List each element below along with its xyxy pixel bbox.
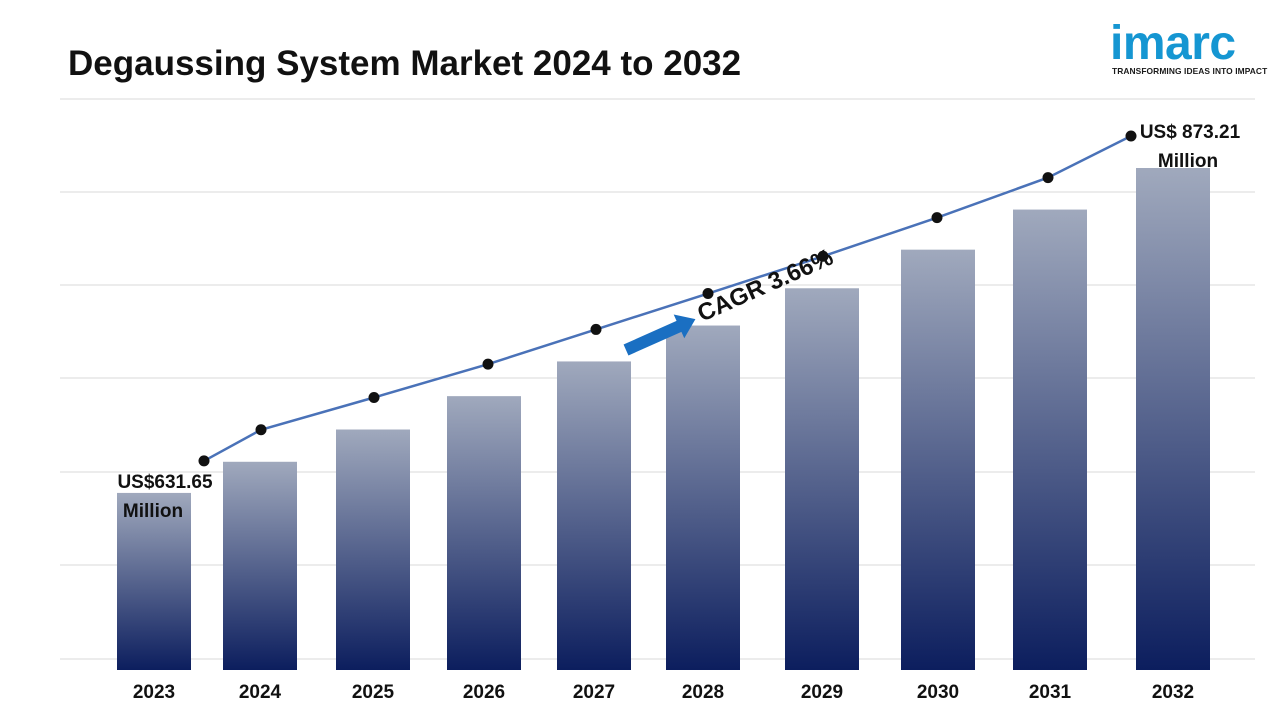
trend-marker-2026 — [482, 358, 494, 370]
bars — [117, 168, 1210, 670]
trend-marker-2028 — [702, 288, 714, 300]
logo-tagline: TRANSFORMING IDEAS INTO IMPACT — [1112, 66, 1268, 76]
end-value-label: US$ 873.21 — [1140, 122, 1241, 143]
x-tick-label: 2029 — [801, 682, 843, 703]
x-tick-label: 2027 — [573, 682, 615, 703]
bar-2024 — [223, 461, 297, 670]
bar-2031 — [1013, 209, 1087, 670]
bar-2028 — [666, 325, 740, 670]
trend-marker-2029 — [817, 250, 829, 262]
trend-marker-2024 — [255, 424, 267, 436]
trend-marker-2031 — [1042, 172, 1054, 184]
arrow-shape — [623, 314, 696, 356]
trend-marker-2025 — [368, 391, 380, 403]
logo-wordmark: imarc — [1110, 17, 1236, 70]
x-tick-label: 2032 — [1152, 682, 1194, 703]
x-tick-label: 2030 — [917, 682, 959, 703]
trend-line — [198, 130, 1137, 467]
bar-2027 — [557, 361, 631, 670]
start-unit-label: Million — [123, 501, 183, 522]
x-tick-label: 2023 — [133, 682, 175, 703]
trend-line-path — [203, 134, 1132, 463]
imarc-logo: imarc TRANSFORMING IDEAS INTO IMPACT — [1108, 10, 1273, 80]
trend-marker-2030 — [931, 212, 943, 224]
trend-marker-2027 — [590, 323, 602, 335]
chart-title: Degaussing System Market 2024 to 2032 — [68, 44, 742, 83]
x-tick-label: 2024 — [239, 682, 282, 703]
cagr-arrow — [623, 314, 696, 356]
trend-marker-2032 — [1125, 130, 1137, 142]
bar-2029 — [785, 288, 859, 670]
end-unit-label: Million — [1158, 151, 1218, 172]
bar-2032 — [1136, 168, 1210, 670]
x-tick-label: 2031 — [1029, 682, 1072, 703]
trend-marker-2023 — [198, 455, 210, 467]
x-tick-label: 2028 — [682, 682, 724, 703]
x-tick-label: 2025 — [352, 682, 395, 703]
bar-2023 — [117, 492, 191, 670]
bar-2030 — [901, 249, 975, 670]
bar-2025 — [336, 429, 410, 670]
start-value-label: US$631.65 — [117, 472, 213, 493]
bar-2026 — [447, 396, 521, 670]
x-tick-label: 2026 — [463, 682, 505, 703]
